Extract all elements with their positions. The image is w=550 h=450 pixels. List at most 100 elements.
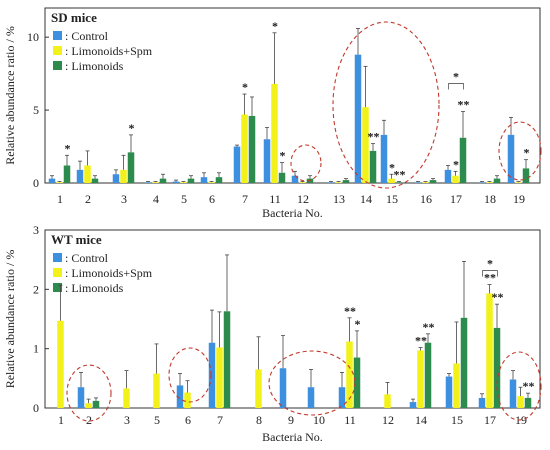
highlight-circle xyxy=(168,347,212,403)
bar xyxy=(486,182,493,183)
x-tick-label: 12 xyxy=(382,413,394,427)
y-tick-label: 5 xyxy=(33,103,39,117)
significance-star: ** xyxy=(492,290,504,304)
significance-star: ** xyxy=(423,320,435,334)
significance-star: * xyxy=(389,160,395,174)
significance-star: * xyxy=(453,157,459,171)
x-tick-label: 15 xyxy=(451,413,463,427)
x-tick-label: 1 xyxy=(57,192,63,206)
bar xyxy=(460,317,468,408)
significance-star: * xyxy=(65,141,71,155)
bar xyxy=(429,180,437,183)
x-tick-label: 17 xyxy=(450,192,462,206)
bar xyxy=(176,385,184,408)
bar xyxy=(509,379,517,408)
plot-frame xyxy=(44,229,541,409)
x-tick-label: 14 xyxy=(360,192,372,206)
x-tick-label: 17 xyxy=(484,413,496,427)
bar xyxy=(444,169,452,183)
bar xyxy=(48,178,56,183)
bar xyxy=(241,114,248,183)
legend-label: : Limonoids+Spm xyxy=(65,266,153,280)
x-tick-label: 4 xyxy=(153,192,159,206)
legend-label: : Limonoids+Spm xyxy=(65,44,153,58)
significance-star: ** xyxy=(368,130,380,144)
y-tick-label: 10 xyxy=(27,30,39,44)
bar xyxy=(422,182,429,183)
y-axis-label: Relative abundance ratio / % xyxy=(3,26,17,165)
bar xyxy=(112,174,120,183)
bar xyxy=(92,400,100,408)
legend-swatch xyxy=(53,46,62,55)
significance-star: * xyxy=(524,146,530,160)
significance-star: * xyxy=(129,121,135,135)
bar xyxy=(493,178,501,183)
x-tick-label: 16 xyxy=(420,192,432,206)
bar xyxy=(76,169,84,183)
y-tick-label: 1 xyxy=(33,342,39,356)
bar xyxy=(424,342,432,408)
bar xyxy=(384,394,391,408)
bar xyxy=(388,178,395,183)
bar xyxy=(271,83,278,183)
bar xyxy=(127,152,135,183)
bar xyxy=(291,175,299,183)
bar xyxy=(522,168,530,183)
bar xyxy=(187,178,195,183)
bar xyxy=(369,150,377,183)
bar xyxy=(478,397,486,408)
significance-star: ** xyxy=(484,271,496,285)
legend-label: : Limonoids xyxy=(65,59,124,73)
bar xyxy=(84,165,91,183)
x-tick-label: 18 xyxy=(484,192,496,206)
bar xyxy=(307,387,315,408)
bar xyxy=(517,396,524,408)
legend-swatch xyxy=(53,31,62,40)
significance-star: ** xyxy=(458,98,470,112)
bar xyxy=(233,146,241,183)
x-tick-label: 7 xyxy=(242,192,248,206)
x-tick-label: 6 xyxy=(209,192,215,206)
x-tick-label: 7 xyxy=(217,413,223,427)
highlight-circle xyxy=(290,144,322,182)
bar xyxy=(414,182,422,183)
x-tick-label: 11 xyxy=(269,192,281,206)
y-tick-label: 0 xyxy=(33,176,39,190)
significance-star: * xyxy=(453,70,459,84)
x-axis-label: Bacteria No. xyxy=(262,206,323,220)
legend-swatch xyxy=(53,283,62,292)
bar xyxy=(507,134,515,183)
bar xyxy=(380,134,388,183)
bar xyxy=(278,172,286,183)
bar xyxy=(515,182,522,183)
x-tick-label: 12 xyxy=(297,192,309,206)
bar xyxy=(180,182,187,183)
bar xyxy=(395,182,403,183)
x-tick-label: 6 xyxy=(185,413,191,427)
x-axis-label: Bacteria No. xyxy=(262,430,323,444)
bar xyxy=(453,363,460,408)
bar xyxy=(346,341,353,408)
legend-swatch xyxy=(53,61,62,70)
bar xyxy=(417,350,424,408)
bar xyxy=(255,369,262,408)
x-tick-label: 5 xyxy=(154,413,160,427)
x-tick-label: 5 xyxy=(181,192,187,206)
significance-star: * xyxy=(487,257,493,271)
bar xyxy=(353,357,361,408)
bar xyxy=(56,182,63,183)
bar xyxy=(152,182,159,183)
bar xyxy=(362,107,369,183)
bar xyxy=(248,115,256,183)
x-tick-label: 14 xyxy=(415,413,427,427)
x-tick-label: 2 xyxy=(86,413,92,427)
bar xyxy=(159,178,167,183)
bar xyxy=(91,178,99,183)
bar xyxy=(144,182,152,183)
panel-title: SD mice xyxy=(51,10,97,25)
bar xyxy=(338,387,346,408)
x-tick-label: 9 xyxy=(288,413,294,427)
highlight-circle xyxy=(268,350,356,416)
x-tick-label: 2 xyxy=(85,192,91,206)
